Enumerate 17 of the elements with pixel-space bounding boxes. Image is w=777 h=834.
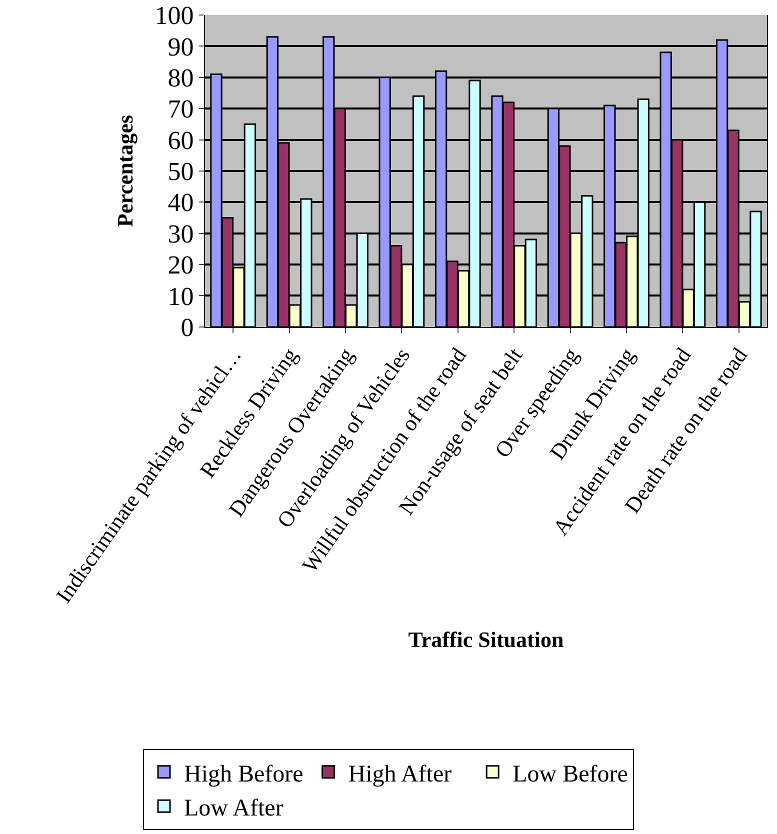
x-axis-title: Traffic Situation bbox=[408, 627, 564, 652]
y-tick-label: 20 bbox=[168, 250, 194, 280]
y-tick-label: 50 bbox=[168, 157, 194, 186]
y-tick-label: 80 bbox=[168, 63, 194, 92]
y-tick-label: 90 bbox=[168, 32, 194, 62]
legend-label: High Before bbox=[184, 761, 304, 788]
y-tick-label: 100 bbox=[154, 1, 194, 30]
y-tick-label: 40 bbox=[168, 188, 194, 218]
y-tick-label: 60 bbox=[168, 126, 194, 155]
legend-label: High After bbox=[348, 761, 452, 788]
y-tick-label: 70 bbox=[168, 94, 194, 124]
y-tick-label: 30 bbox=[168, 219, 194, 248]
legend-label: Low After bbox=[184, 795, 284, 822]
legend-label: Low Before bbox=[512, 761, 628, 788]
y-tick-label: 10 bbox=[168, 282, 194, 311]
y-tick-label: 0 bbox=[180, 312, 194, 342]
y-axis-title: Percentages bbox=[112, 114, 138, 227]
